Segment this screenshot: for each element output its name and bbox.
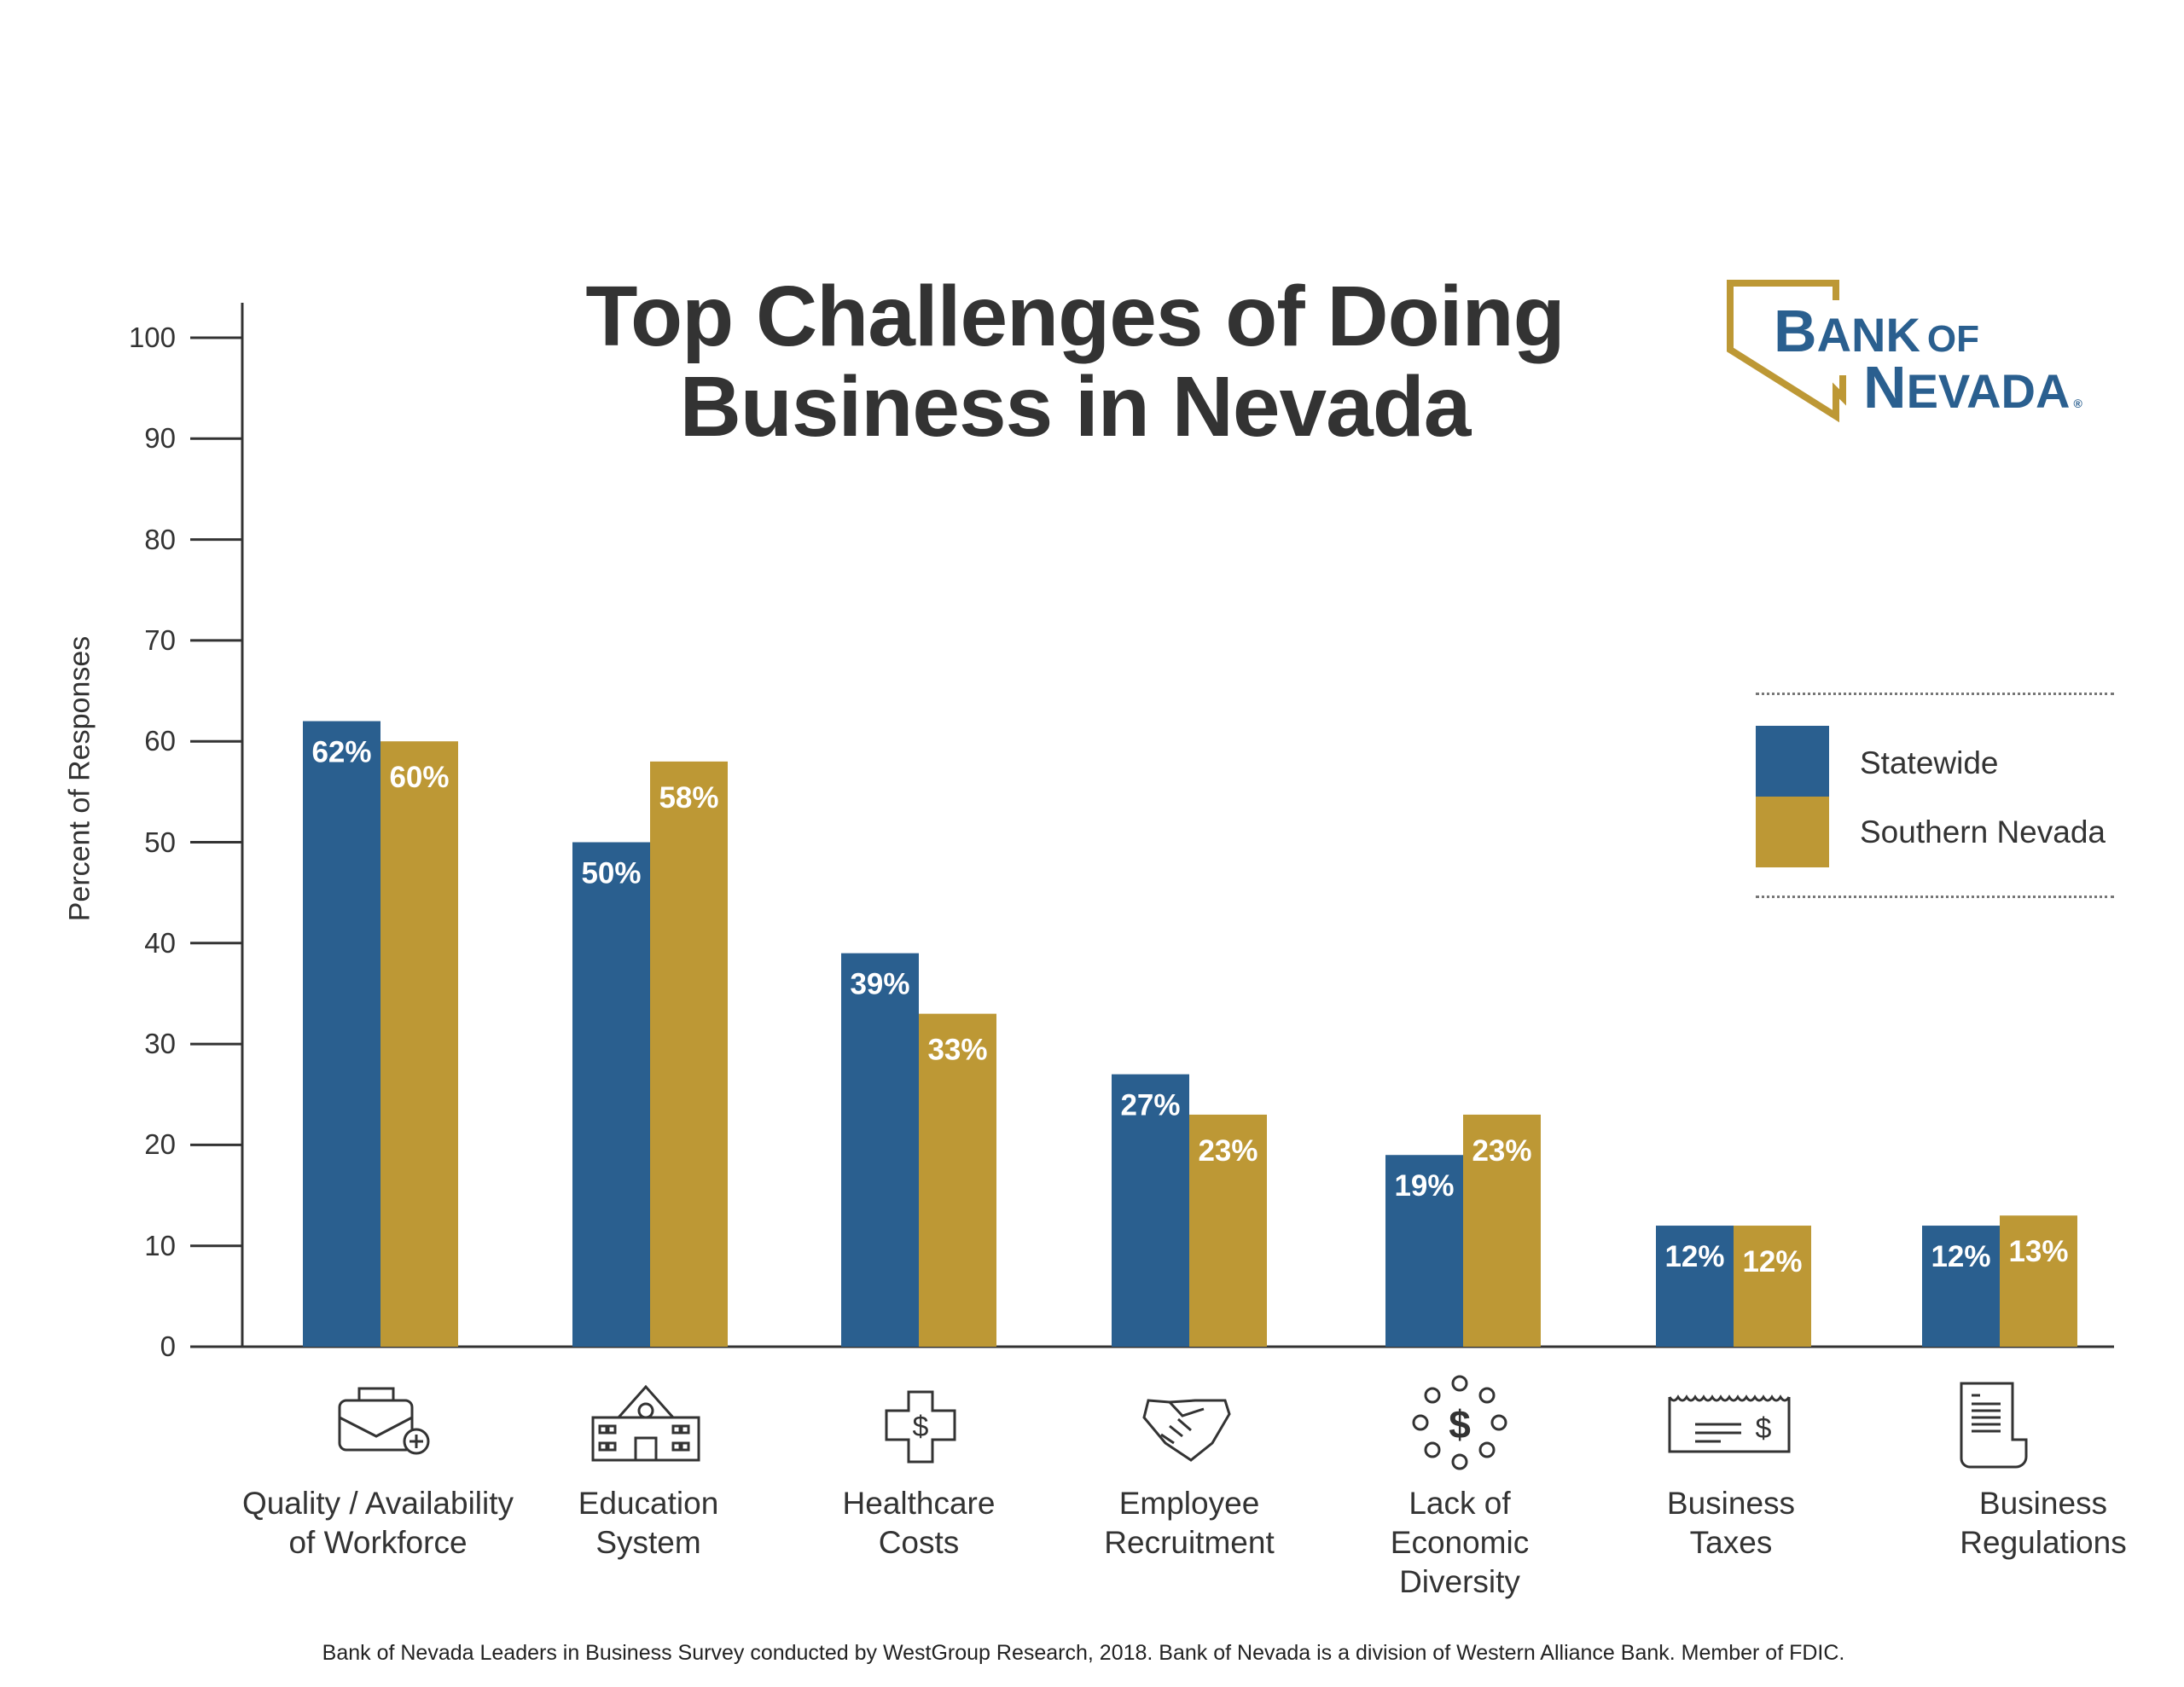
handshake-icon (1142, 1399, 1231, 1462)
category-label-line: Costs (878, 1525, 960, 1560)
category-label-line: Regulations (1960, 1525, 2127, 1560)
bar-statewide (303, 721, 380, 1347)
category-label-line: Recruitment (1104, 1525, 1275, 1560)
legend-swatch-southern-nevada (1756, 797, 1829, 867)
bar-southern-nevada (919, 1013, 996, 1347)
bar-southern-nevada (650, 761, 728, 1347)
category-label-line: Business (1978, 1486, 2108, 1521)
category-label: Healthcare Costs (757, 1484, 1081, 1562)
bar-statewide (1922, 1226, 2000, 1347)
y-tick-label: 60 (144, 725, 176, 757)
y-tick-label: 0 (160, 1330, 176, 1362)
y-tick-label: 70 (144, 623, 176, 656)
y-tick-label: 30 (144, 1028, 176, 1060)
bar-value-label: 19% (1394, 1169, 1454, 1203)
bar-value-label: 33% (927, 1034, 987, 1067)
bar-statewide (841, 953, 919, 1347)
bar-value-label: 12% (1664, 1240, 1724, 1273)
bar-statewide (1385, 1155, 1463, 1347)
y-tick-label: 100 (128, 322, 176, 353)
svg-text:$: $ (1449, 1402, 1471, 1446)
legend-divider-bottom (1756, 896, 2114, 898)
svg-text:$: $ (913, 1411, 929, 1443)
category-label-line: Healthcare (842, 1486, 996, 1521)
bar-statewide (1112, 1074, 1189, 1347)
category-label-line: Diversity (1399, 1564, 1520, 1599)
bar-statewide (572, 842, 650, 1347)
category-label-line: of Workforce (288, 1525, 468, 1560)
y-tick-label: 50 (144, 826, 176, 858)
medical-cross-dollar-icon: $ (885, 1390, 956, 1464)
legend-swatch-statewide (1756, 726, 1829, 797)
bar-value-label: 39% (850, 968, 909, 1001)
bar-southern-nevada (1189, 1114, 1267, 1347)
dollar-circles-icon: $ (1412, 1375, 1507, 1470)
y-tick-label: 10 (144, 1229, 176, 1261)
bar-value-label: 27% (1120, 1089, 1180, 1122)
y-tick-label: 40 (144, 926, 176, 959)
category-label: Education System (486, 1484, 810, 1562)
bar-value-label: 62% (311, 736, 371, 769)
bar-value-label: 50% (581, 857, 641, 890)
bar-southern-nevada (2000, 1215, 2077, 1347)
category-label-line: Economic (1390, 1525, 1530, 1560)
y-tick-label: 80 (144, 523, 176, 555)
category-label-line: System (595, 1525, 701, 1560)
legend-divider-top (1756, 693, 2114, 695)
document-scroll-icon (1960, 1382, 2028, 1469)
category-label-line: Taxes (1689, 1525, 1773, 1560)
y-tick-label: 90 (144, 422, 176, 455)
bar-value-label: 13% (2008, 1235, 2068, 1268)
chart-title: Top Challenges of Doing Business in Neva… (585, 269, 1565, 455)
bank-of-nevada-logo: BANK OF NEVADA ® (1727, 280, 2119, 450)
category-label-line: Employee (1118, 1486, 1260, 1521)
bar-value-label: 58% (659, 781, 718, 815)
y-tick-label: 20 (144, 1128, 176, 1161)
category-label: Quality / Availability of Workforce (216, 1484, 540, 1562)
category-label-line: Education (578, 1486, 719, 1521)
legend-label: Southern Nevada (1860, 815, 2106, 849)
nevada-outline-logo-mark: BANK OF NEVADA ® (1727, 280, 2082, 423)
legend-label: Statewide (1860, 745, 1999, 780)
bar-value-label: 12% (1742, 1245, 1802, 1278)
bar-southern-nevada (1734, 1226, 1811, 1347)
bar-southern-nevada (380, 741, 458, 1347)
bar-statewide (1656, 1226, 1734, 1347)
bar-value-label: 12% (1931, 1240, 1990, 1273)
category-label-line: Business (1666, 1486, 1796, 1521)
bar-value-label: 60% (389, 761, 449, 794)
bar-southern-nevada (1463, 1114, 1541, 1347)
category-label: Lack of Economic Diversity (1298, 1484, 1622, 1602)
school-building-icon (591, 1384, 700, 1462)
category-label-line: Lack of (1409, 1486, 1511, 1521)
svg-text:NEVADA®: NEVADA ® (1863, 354, 2082, 420)
briefcase-plus-icon (338, 1387, 430, 1455)
category-label: Business Regulations (1881, 1484, 2184, 1562)
bar-value-label: 23% (1198, 1134, 1258, 1168)
tax-receipt-icon: $ (1668, 1394, 1791, 1453)
bar-value-label: 23% (1472, 1134, 1531, 1168)
category-label: Employee Recruitment (1027, 1484, 1351, 1562)
category-label: Business Taxes (1569, 1484, 1893, 1562)
category-label-line: Quality / Availability (241, 1486, 514, 1521)
footer-source-note: Bank of Nevada Leaders in Business Surve… (322, 1641, 1845, 1665)
svg-text:$: $ (1756, 1412, 1772, 1445)
